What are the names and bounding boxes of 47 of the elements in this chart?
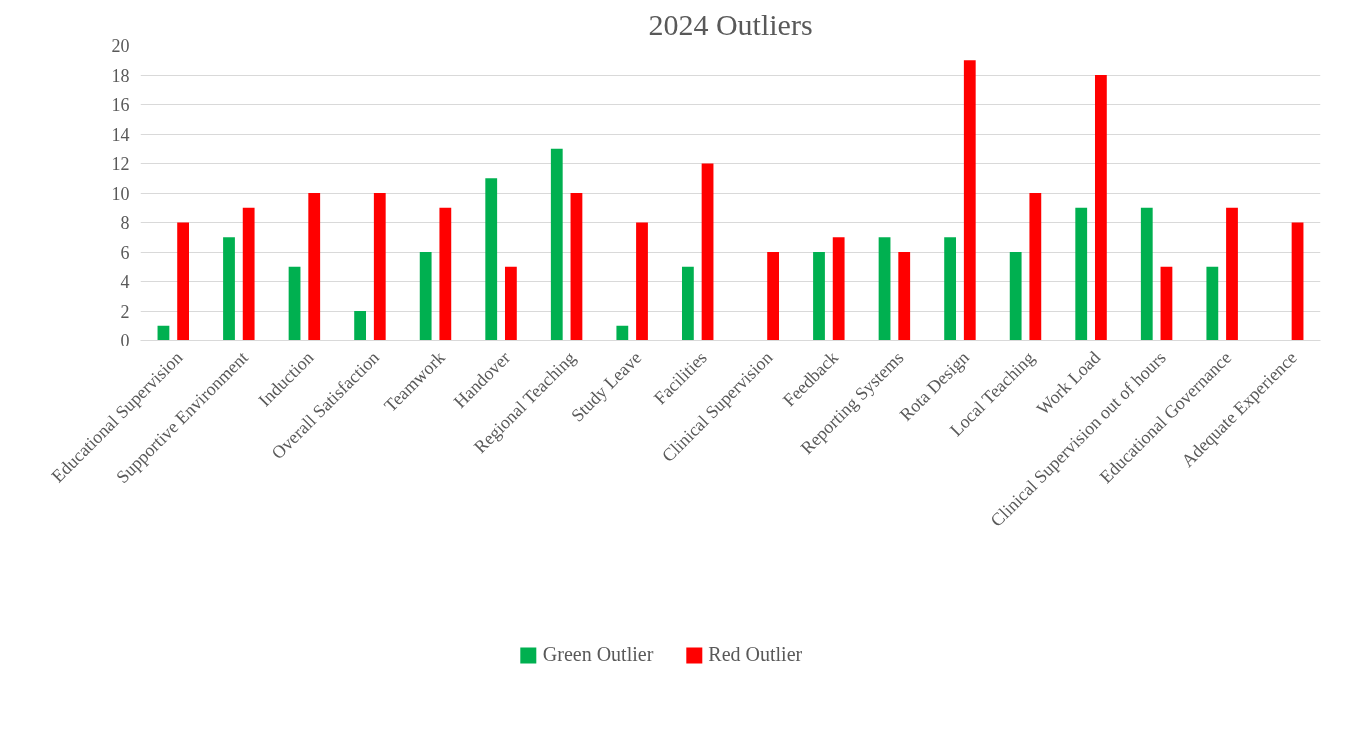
y-tick-label: 16 — [111, 95, 130, 115]
y-tick-label: 4 — [120, 272, 130, 292]
y-tick-label: 18 — [111, 65, 130, 86]
y-tick-label: 20 — [111, 36, 130, 56]
legend-label: Red Outlier — [708, 643, 803, 666]
bar — [1009, 252, 1022, 341]
bar — [813, 252, 825, 341]
bar — [1140, 207, 1153, 341]
bar — [570, 193, 583, 341]
bar — [223, 237, 235, 341]
bar — [878, 237, 891, 341]
bar — [963, 60, 976, 341]
y-tick-label: 2 — [120, 301, 130, 322]
bar — [636, 222, 648, 341]
bar — [616, 325, 629, 341]
bar — [308, 193, 321, 341]
bar — [177, 222, 190, 341]
bar — [439, 207, 452, 341]
bar — [504, 266, 517, 341]
bar — [1029, 193, 1042, 341]
y-tick-label: 10 — [111, 183, 130, 204]
legend-label: Green Outlier — [542, 643, 654, 666]
bar — [944, 237, 957, 341]
bar — [1075, 207, 1088, 341]
chart-title: 2024 Outliers — [648, 7, 813, 41]
bar — [373, 193, 386, 341]
bar — [354, 311, 367, 341]
bar — [242, 207, 255, 341]
bar — [288, 266, 301, 341]
bar — [767, 252, 780, 341]
bar — [1094, 75, 1107, 341]
y-tick-label: 12 — [111, 154, 130, 174]
bar — [419, 252, 432, 341]
bar — [898, 252, 911, 341]
y-tick-label: 0 — [120, 330, 130, 351]
bar — [1160, 266, 1173, 341]
bar — [681, 266, 694, 341]
bar — [550, 148, 563, 341]
bar — [1291, 222, 1304, 341]
bar — [485, 178, 498, 341]
bar — [701, 163, 714, 341]
bar — [832, 237, 845, 341]
bar — [1226, 207, 1238, 341]
y-tick-label: 14 — [111, 124, 130, 145]
y-tick-label: 8 — [120, 213, 130, 233]
y-tick-label: 6 — [120, 242, 130, 263]
bar — [1206, 266, 1219, 341]
